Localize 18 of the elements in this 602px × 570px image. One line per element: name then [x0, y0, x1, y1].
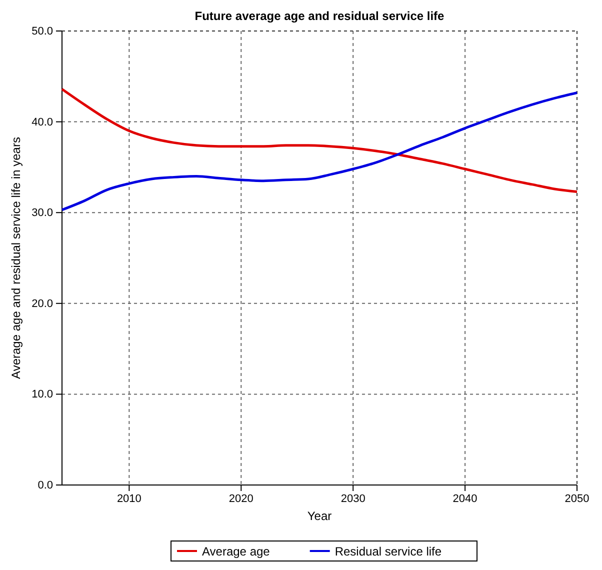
chart-title: Future average age and residual service life: [194, 9, 445, 23]
x-axis-title: Year: [307, 509, 332, 523]
x-tick-label: 2050: [564, 492, 590, 505]
x-tick-label: 2020: [228, 492, 254, 505]
line-series: [60, 88, 578, 193]
legend-label: Residual service life: [334, 544, 442, 558]
y-axis-title: Average age and residual service life in years: [9, 137, 23, 379]
y-tick-label: 40.0: [32, 116, 53, 128]
y-tick-label: 30.0: [32, 207, 53, 220]
x-tick-label: 2030: [340, 492, 366, 505]
y-tick-label: 0.0: [38, 480, 53, 492]
legend-label: Average age: [202, 544, 270, 558]
y-tick-label: 50.0: [32, 26, 53, 38]
x-tick-label: 2040: [452, 492, 478, 505]
line-series: [60, 91, 578, 212]
x-tick-label: 2010: [116, 492, 142, 505]
y-tick-label: 20.0: [32, 298, 53, 310]
y-tick-label: 10.0: [32, 388, 53, 401]
